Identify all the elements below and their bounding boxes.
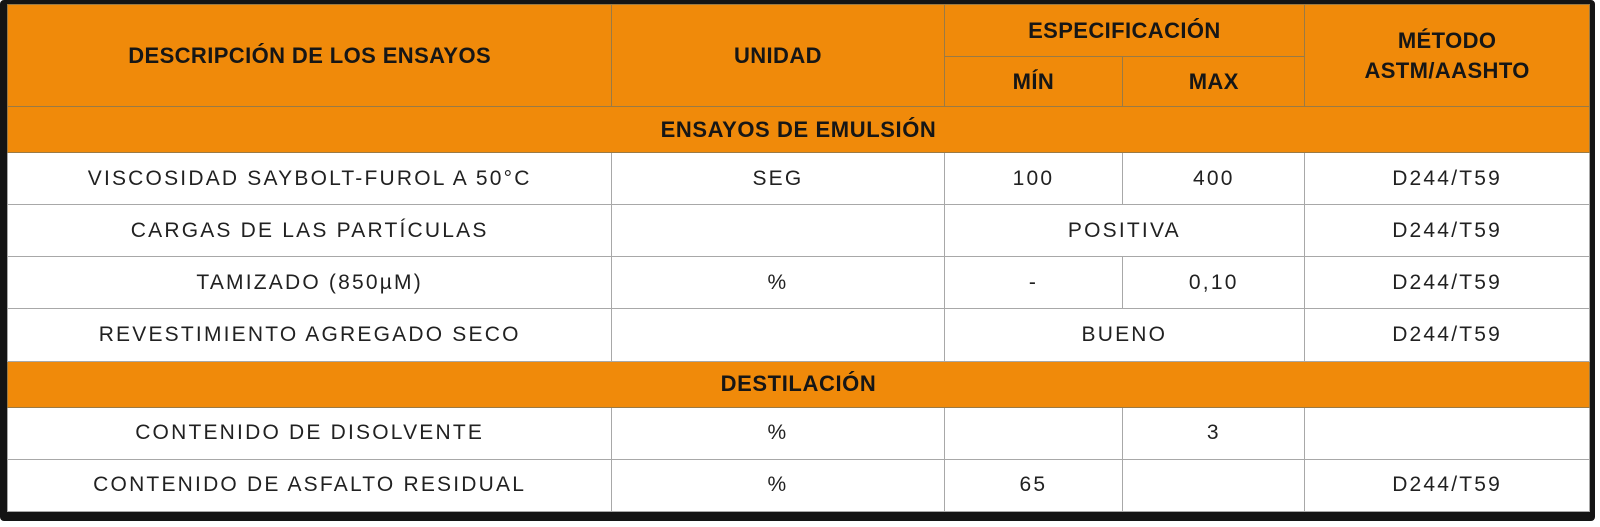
cell-unidad: [611, 204, 945, 258]
cell-min: [943, 406, 1124, 460]
header-cell-metodo: MÉTODO ASTM/AASHTO: [1304, 4, 1590, 107]
cell-metodo: [1304, 406, 1590, 460]
cell-min: -: [943, 256, 1124, 310]
cell-spec-span: POSITIVA: [943, 204, 1306, 258]
table-row: CONTENIDO DE DISOLVENTE % 3: [7, 406, 1590, 460]
cell-unidad: SEG: [611, 152, 945, 206]
header-cell-min: MÍN: [943, 56, 1124, 107]
cell-metodo: D244/T59: [1304, 256, 1590, 310]
cell-unidad: [611, 308, 945, 362]
header-cell-unidad: UNIDAD: [611, 4, 945, 107]
cell-descripcion: VISCOSIDAD SAYBOLT-FUROL A 50°C: [7, 152, 613, 206]
table-row: REVESTIMIENTO AGREGADO SECO BUENO D244/T…: [7, 308, 1590, 362]
cell-max: 400: [1122, 152, 1306, 206]
cell-descripcion: CONTENIDO DE DISOLVENTE: [7, 406, 613, 460]
header-cell-max: MAX: [1122, 56, 1306, 107]
cell-min: 65: [943, 458, 1124, 512]
table-header: DESCRIPCIÓN DE LOS ENSAYOS UNIDAD ESPECI…: [7, 4, 1590, 107]
cell-max: 0,10: [1122, 256, 1306, 310]
section-row-destilacion: DESTILACIÓN: [7, 360, 1590, 408]
section-title: ENSAYOS DE EMULSIÓN: [7, 105, 1590, 154]
table-row: CONTENIDO DE ASFALTO RESIDUAL % 65 D244/…: [7, 458, 1590, 512]
cell-metodo: D244/T59: [1304, 308, 1590, 362]
cell-max: 3: [1122, 406, 1306, 460]
cell-min: 100: [943, 152, 1124, 206]
cell-metodo: D244/T59: [1304, 458, 1590, 512]
table-row: CARGAS DE LAS PARTÍCULAS POSITIVA D244/T…: [7, 204, 1590, 258]
table-row: TAMIZADO (850µM) % - 0,10 D244/T59: [7, 256, 1590, 310]
cell-descripcion: CARGAS DE LAS PARTÍCULAS: [7, 204, 613, 258]
section-title: DESTILACIÓN: [7, 360, 1590, 408]
cell-descripcion: CONTENIDO DE ASFALTO RESIDUAL: [7, 458, 613, 512]
section-row-emulsion: ENSAYOS DE EMULSIÓN: [7, 105, 1590, 154]
cell-metodo: D244/T59: [1304, 204, 1590, 258]
header-cell-especificacion: ESPECIFICACIÓN: [943, 4, 1306, 57]
cell-spec-span: BUENO: [943, 308, 1306, 362]
cell-descripcion: REVESTIMIENTO AGREGADO SECO: [7, 308, 613, 362]
cell-unidad: %: [611, 406, 945, 460]
cell-unidad: %: [611, 256, 945, 310]
cell-metodo: D244/T59: [1304, 152, 1590, 206]
cell-descripcion: TAMIZADO (850µM): [7, 256, 613, 310]
cell-unidad: %: [611, 458, 945, 512]
header-metodo-line1: MÉTODO: [1397, 27, 1497, 53]
header-metodo-line2: ASTM/AASHTO: [1364, 57, 1530, 83]
specification-table: DESCRIPCIÓN DE LOS ENSAYOS UNIDAD ESPECI…: [7, 4, 1590, 512]
table-row: VISCOSIDAD SAYBOLT-FUROL A 50°C SEG 100 …: [7, 152, 1590, 206]
cell-max: [1122, 458, 1306, 512]
header-cell-descripcion: DESCRIPCIÓN DE LOS ENSAYOS: [7, 4, 613, 107]
